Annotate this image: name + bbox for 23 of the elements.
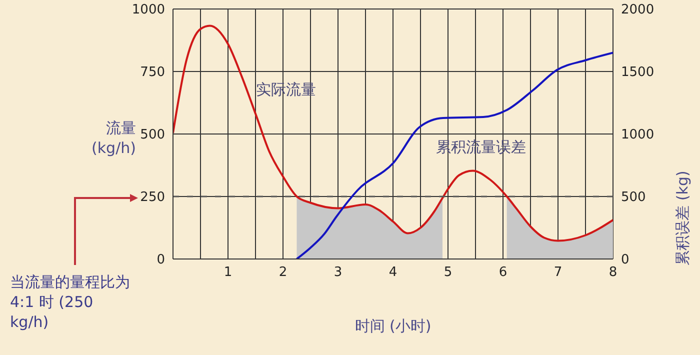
y-tick-label: 0 [156, 252, 165, 268]
y2-tick-label: 500 [621, 190, 646, 206]
x-tick-label: 6 [498, 265, 508, 280]
y2-tick-label: 1000 [621, 128, 654, 143]
x-axis-title: 时间 (小时) [354, 317, 432, 336]
y2-tick-label: 1500 [621, 65, 654, 80]
y-tick-label: 1000 [132, 2, 165, 18]
x-tick-label: 4 [388, 265, 398, 280]
x-tick-label: 3 [334, 265, 342, 280]
x-tick-label: 1 [224, 265, 232, 280]
x-tick-label: 8 [608, 265, 618, 280]
x-tick-label: 7 [554, 265, 562, 280]
y-tick-label: 750 [140, 65, 165, 80]
x-tick-label: 5 [444, 265, 452, 280]
y2-tick-label: 0 [621, 252, 630, 268]
y-tick-label: 250 [140, 190, 165, 206]
line-series [173, 24, 613, 242]
text: 当流量的量程比为 4:1 时 (250 kg/h) [10, 272, 131, 332]
y-tick-label: 500 [140, 128, 165, 143]
y2-axis-title: 累积误差 (kg) [674, 170, 692, 266]
y2-tick-label: 2000 [621, 2, 654, 18]
y-axis-title: 流量 (kg/h) [90, 118, 136, 158]
x-tick-label: 2 [278, 265, 288, 280]
